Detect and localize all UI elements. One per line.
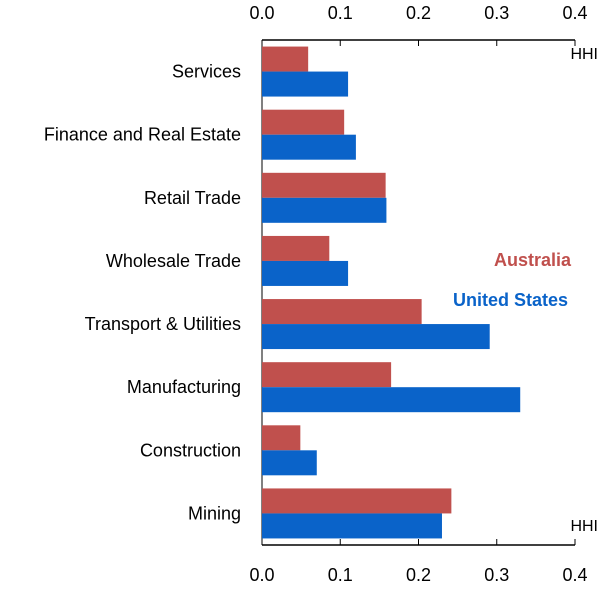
- bar-australia-services: [262, 46, 309, 72]
- bar-united-states-services: [262, 71, 349, 97]
- bar-united-states-wholesale-trade: [262, 260, 349, 286]
- bottom-tick-label: 0.3: [484, 565, 509, 584]
- bottom-tick-label: 0.1: [328, 565, 353, 584]
- top-tick-label: 0.1: [328, 3, 353, 23]
- category-label-finance-and-real-estate: Finance and Real Estate: [44, 125, 241, 145]
- top-axis: 0.0 0.1 0.2 0.3 0.4: [249, 3, 588, 46]
- legend-united-states: United States: [453, 290, 568, 310]
- bar-united-states-manufacturing: [262, 387, 521, 413]
- bar-united-states-retail-trade: [262, 197, 387, 223]
- bar-australia-retail-trade: [262, 172, 386, 198]
- category-label-transport-utilities: Transport & Utilities: [85, 314, 241, 334]
- bottom-tick-label: 0.2: [406, 565, 431, 584]
- bar-united-states-construction: [262, 450, 317, 476]
- bars-group: [262, 46, 521, 539]
- category-label-manufacturing: Manufacturing: [127, 377, 241, 397]
- bar-united-states-mining: [262, 513, 442, 539]
- bar-australia-finance-and-real-estate: [262, 109, 345, 135]
- category-label-wholesale-trade: Wholesale Trade: [106, 251, 241, 271]
- category-label-services: Services: [172, 62, 241, 82]
- bar-australia-manufacturing: [262, 362, 392, 388]
- unit-label-bottom: HHI: [570, 518, 598, 535]
- top-tick-label: 0.2: [406, 3, 431, 23]
- bottom-tick-label: 0.4: [562, 565, 587, 584]
- top-tick-label: 0.3: [484, 3, 509, 23]
- top-tick-label: 0.0: [249, 3, 274, 23]
- bar-united-states-transport-utilities: [262, 324, 490, 350]
- bottom-axis: 0.0 0.1 0.2 0.3 0.4: [249, 40, 588, 585]
- top-tick-label: 0.4: [562, 3, 587, 23]
- category-label-construction: Construction: [140, 440, 241, 460]
- category-labels: Services Finance and Real Estate Retail Tr…: [44, 62, 241, 524]
- category-label-mining: Mining: [188, 503, 241, 523]
- bar-australia-transport-utilities: [262, 299, 422, 325]
- bar-australia-mining: [262, 488, 452, 514]
- unit-label-top: HHI: [570, 46, 598, 63]
- legend-australia: Australia: [494, 250, 572, 270]
- category-label-retail-trade: Retail Trade: [144, 188, 241, 208]
- bar-australia-construction: [262, 425, 301, 451]
- bar-australia-wholesale-trade: [262, 235, 330, 261]
- bar-united-states-finance-and-real-estate: [262, 134, 356, 160]
- bottom-tick-label: 0.0: [249, 565, 274, 584]
